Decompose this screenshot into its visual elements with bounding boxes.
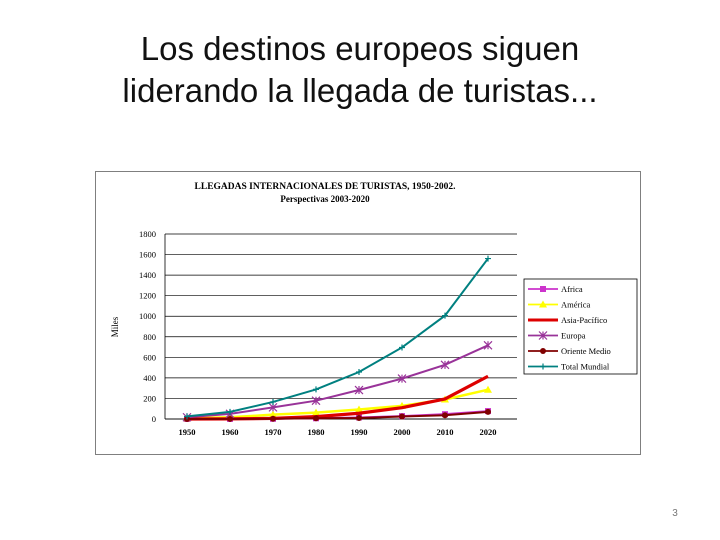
legend-marker: [540, 363, 546, 370]
y-tick-label: 1200: [139, 291, 156, 301]
data-point: [485, 255, 491, 262]
legend-item: Europa: [528, 331, 586, 341]
data-point: [227, 408, 233, 415]
x-tick-label: 1970: [265, 427, 282, 437]
legend-label: Oriente Medio: [561, 346, 611, 356]
legend-item: Africa: [528, 284, 583, 294]
data-point: [269, 410, 277, 418]
x-tick-label: 1990: [351, 427, 368, 437]
series-oriente-medio: [184, 408, 491, 422]
legend-label: Asia-Pacífico: [561, 315, 607, 325]
legend-item: Asia-Pacífico: [528, 315, 607, 325]
y-tick-label: 600: [143, 352, 156, 362]
series-line: [186, 257, 489, 418]
chart-frame: LLEGADAS INTERNACIONALES DE TURISTAS, 19…: [95, 171, 641, 455]
slide-title: Los destinos europeos siguen liderando l…: [60, 28, 660, 112]
data-point: [312, 408, 320, 416]
data-point: [313, 386, 319, 393]
data-point: [356, 414, 362, 421]
x-tick-label: 1950: [179, 427, 196, 437]
data-point: [484, 385, 492, 393]
series-line: [186, 410, 489, 420]
data-point: [356, 369, 362, 376]
plot-area: 0 200 400 600 800 1000 1200 1400 1600 1800 1950 196…: [139, 229, 517, 437]
y-axis-label: Miles: [110, 316, 120, 337]
series-line: [186, 344, 489, 419]
data-point: [442, 312, 448, 319]
legend-label: Africa: [561, 284, 583, 294]
line-chart: LLEGADAS INTERNACIONALES DE TURISTAS, 19…: [110, 182, 638, 437]
data-point: [184, 413, 190, 420]
legend-marker: [540, 286, 546, 292]
y-tick-label: 0: [152, 414, 156, 424]
data-point: [399, 344, 405, 351]
series-total-mundial: [184, 255, 491, 420]
data-point: [440, 360, 450, 370]
data-point: [485, 408, 491, 415]
y-tick-label: 800: [143, 332, 156, 342]
data-point: [313, 415, 319, 422]
data-point: [355, 405, 363, 413]
x-tick-label: 2000: [394, 427, 411, 437]
legend-label: América: [561, 300, 590, 310]
data-point: [397, 374, 407, 384]
legend-box: [523, 278, 638, 375]
x-tick-label: 2010: [437, 427, 454, 437]
chart-title: LLEGADAS INTERNACIONALES DE TURISTAS, 19…: [195, 182, 456, 192]
legend-marker: [539, 300, 547, 308]
slide-title-line-1: Los destinos europeos siguen: [140, 30, 580, 67]
data-point: [227, 415, 233, 422]
y-tick-label: 1600: [139, 250, 156, 260]
y-tick-label: 1000: [139, 311, 156, 321]
data-point: [442, 412, 448, 419]
legend-marker: [538, 331, 548, 340]
legend-item: Oriente Medio: [528, 346, 611, 356]
legend-item: América: [528, 300, 590, 310]
x-tick-label: 1960: [222, 427, 239, 437]
legend-marker: [540, 348, 546, 354]
slide-number: 3: [672, 508, 678, 519]
data-point: [270, 398, 276, 405]
y-tick-label: 1400: [139, 270, 156, 280]
slide-title-line-2: liderando la llegada de turistas...: [122, 72, 598, 109]
legend-label: Europa: [561, 331, 586, 341]
legend-item: Total Mundial: [528, 362, 610, 372]
y-tick-label: 400: [143, 373, 156, 383]
data-point: [270, 415, 276, 422]
chart-legend: Africa América Asia-Pacífico Europa Oriente …: [523, 278, 638, 375]
data-point: [354, 385, 364, 395]
data-point: [483, 340, 493, 350]
legend-label: Total Mundial: [561, 362, 610, 372]
y-tick-label: 1800: [139, 229, 156, 239]
chart-subtitle: Perspectivas 2003-2020: [280, 194, 370, 204]
y-tick-label: 200: [143, 393, 156, 403]
x-tick-label: 2020: [480, 427, 497, 437]
x-tick-label: 1980: [308, 427, 325, 437]
data-point: [311, 396, 321, 406]
data-point: [399, 413, 405, 420]
